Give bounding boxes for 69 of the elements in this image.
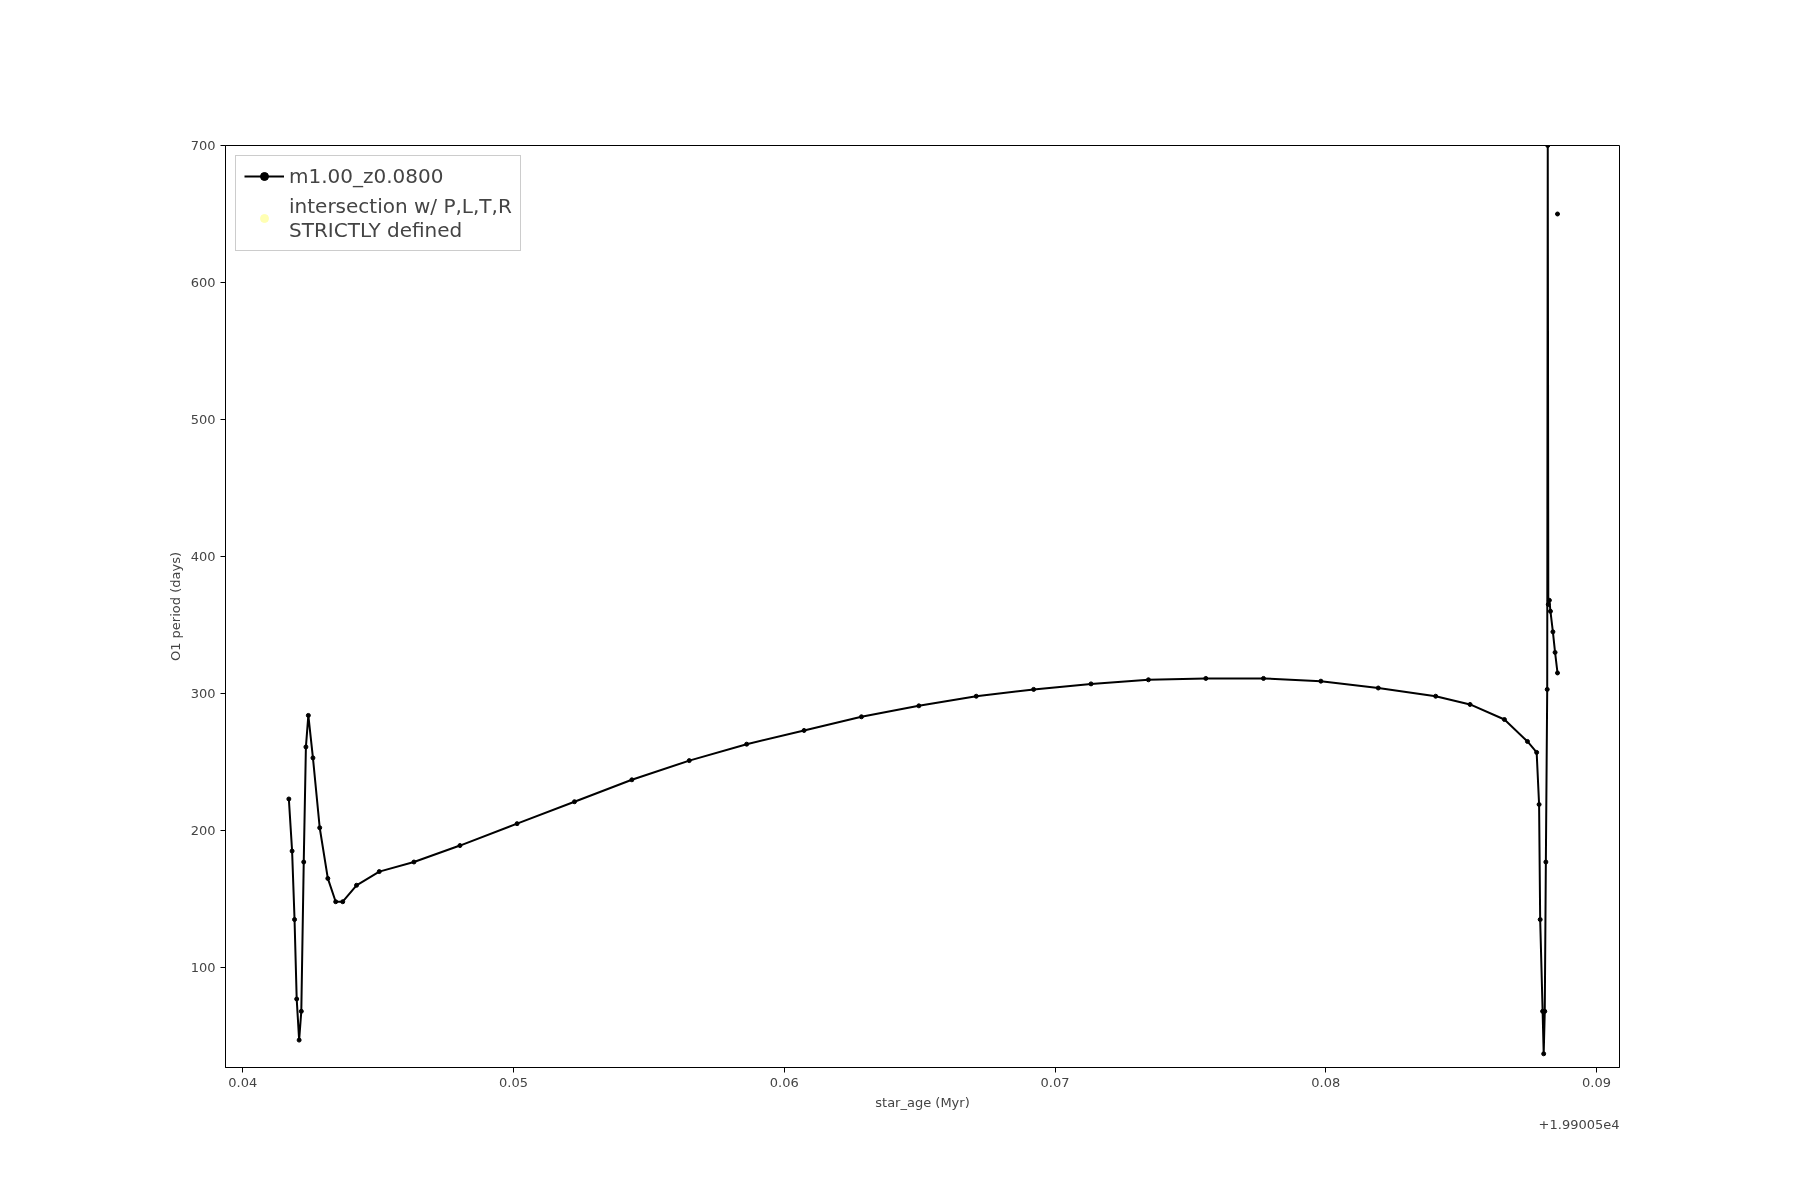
x-tick-label: 0.06 bbox=[769, 1074, 799, 1090]
point bbox=[858, 714, 864, 720]
point bbox=[1467, 701, 1473, 707]
y-tick-label: 500 bbox=[190, 412, 216, 427]
point bbox=[1534, 749, 1540, 755]
point bbox=[1260, 675, 1266, 681]
point bbox=[973, 693, 979, 699]
point bbox=[325, 875, 331, 881]
point bbox=[1318, 678, 1324, 684]
y-tick-label: 300 bbox=[190, 685, 216, 701]
point bbox=[1375, 685, 1381, 691]
point bbox=[686, 758, 692, 764]
x-tick-label: 0.07 bbox=[1040, 1074, 1070, 1090]
point bbox=[354, 882, 360, 888]
point bbox=[1552, 649, 1558, 655]
point bbox=[744, 741, 750, 747]
legend-label: intersection w/ P,L,T,R STRICTLY defined bbox=[289, 194, 512, 242]
point bbox=[305, 712, 311, 718]
point bbox=[289, 848, 295, 854]
x-tick-label: 0.05 bbox=[499, 1074, 529, 1090]
point bbox=[457, 843, 463, 849]
point bbox=[1547, 608, 1553, 614]
text: +1.99005e4 bbox=[1538, 1116, 1620, 1132]
y-axis-title: O1 period (days) bbox=[167, 551, 183, 661]
point bbox=[317, 825, 323, 831]
y-tick-label: 400 bbox=[190, 549, 216, 564]
point bbox=[1088, 681, 1094, 687]
y-tick-label: 600 bbox=[190, 275, 216, 290]
point bbox=[333, 899, 339, 905]
point bbox=[298, 1008, 304, 1014]
point bbox=[340, 899, 346, 905]
point bbox=[1433, 693, 1439, 699]
point bbox=[1545, 601, 1551, 607]
x-tick-label: 0.08 bbox=[1311, 1074, 1341, 1090]
point bbox=[1555, 211, 1560, 217]
point bbox=[286, 796, 292, 802]
x-tick-label: 0.04 bbox=[228, 1074, 258, 1090]
point bbox=[801, 727, 807, 733]
point bbox=[376, 869, 382, 875]
point bbox=[629, 777, 635, 783]
legend-label: m1.00_z0.0800 bbox=[289, 164, 444, 188]
x-tick-label: 0.09 bbox=[1582, 1074, 1611, 1090]
point bbox=[1541, 1051, 1547, 1057]
point bbox=[1501, 717, 1507, 723]
point bbox=[310, 755, 316, 761]
point bbox=[1555, 670, 1560, 676]
y-tick-label: 200 bbox=[190, 822, 216, 838]
point bbox=[1203, 675, 1209, 681]
point bbox=[1543, 859, 1549, 865]
point bbox=[301, 859, 307, 865]
point bbox=[916, 703, 922, 709]
point bbox=[1546, 597, 1552, 603]
x-axis-title: star_age (Myr) bbox=[875, 1094, 970, 1110]
y-tick-label: 100 bbox=[190, 959, 216, 975]
point bbox=[1524, 738, 1530, 744]
point bbox=[292, 917, 298, 923]
point bbox=[1536, 801, 1542, 807]
point bbox=[1550, 629, 1556, 635]
y-tick-label: 700 bbox=[190, 138, 216, 153]
point bbox=[1544, 686, 1550, 692]
point bbox=[411, 859, 417, 865]
point bbox=[296, 1037, 302, 1043]
point bbox=[571, 799, 577, 805]
point bbox=[1537, 917, 1543, 923]
point bbox=[514, 821, 520, 827]
point bbox=[303, 744, 309, 750]
point bbox=[1145, 677, 1151, 683]
point bbox=[1031, 686, 1037, 692]
point bbox=[294, 996, 300, 1002]
